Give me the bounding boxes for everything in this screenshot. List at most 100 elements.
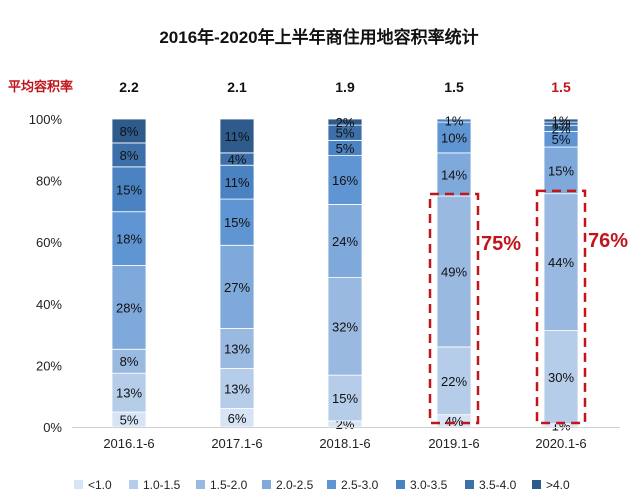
y-tick-label: 0% [43, 420, 62, 435]
legend-label: 1.0-1.5 [143, 478, 181, 492]
bar-segment [436, 195, 472, 348]
legend-swatch [129, 480, 138, 489]
data-label: 6% [228, 411, 247, 426]
bar-segment [219, 164, 255, 200]
bar-segment [111, 118, 147, 144]
bar-segment [436, 118, 472, 123]
legend-label: >4.0 [546, 478, 570, 492]
data-label: 13% [116, 386, 142, 401]
legend-label: 3.5-4.0 [479, 478, 517, 492]
y-axis: 0% 20% 40% 60% 80% 100% [29, 112, 63, 435]
data-label: 18% [116, 232, 142, 247]
data-label: 13% [224, 382, 250, 397]
data-label: 13% [224, 341, 250, 356]
data-label: 2% [336, 115, 355, 130]
data-label: 4% [445, 414, 464, 429]
data-label: 5% [120, 413, 139, 428]
data-label: 10% [441, 130, 467, 145]
x-tick-label: 2018.1-6 [319, 436, 370, 451]
y-tick-label: 80% [36, 174, 62, 189]
bar-segment [111, 211, 147, 266]
legend-swatch [327, 480, 336, 489]
data-label: 27% [224, 280, 250, 295]
y-tick-label: 60% [36, 235, 62, 250]
data-label: 24% [332, 234, 358, 249]
avg-far-values: 2.2 2.1 1.9 1.5 1.5 [119, 79, 571, 95]
bar-segment [436, 121, 472, 154]
y-tick-label: 20% [36, 358, 62, 373]
data-label: 28% [116, 300, 142, 315]
legend-label: 1.5-2.0 [210, 478, 248, 492]
bar-segment [543, 193, 579, 331]
legend-label: 2.0-2.5 [276, 478, 314, 492]
data-label: 5% [552, 132, 571, 147]
bar-segment [219, 328, 255, 369]
bar-segment [436, 152, 472, 197]
bar-segment [219, 118, 255, 154]
legend-swatch [196, 480, 205, 489]
data-label: 1% [445, 114, 464, 129]
bars: 5% 13% 8% 28% 18% 15% 8% 8% 6% 13% 13% 27% 15% 11% 4% 1… [111, 114, 579, 433]
legend-label: 3.0-3.5 [410, 478, 448, 492]
data-label: 5% [336, 126, 355, 141]
legend-swatch [262, 480, 271, 489]
data-label: 8% [120, 148, 139, 163]
data-label: 1% [552, 114, 571, 129]
data-label: 15% [116, 182, 142, 197]
highlight-label: 76% [588, 230, 628, 252]
bar-segment [327, 277, 363, 376]
bar-segment [219, 368, 255, 409]
data-label: 15% [224, 215, 250, 230]
highlight-box [428, 192, 480, 425]
data-label: 22% [441, 374, 467, 389]
x-axis: 2016.1-6 2017.1-6 2018.1-6 2019.1-6 2020.1-6 [72, 427, 620, 451]
legend-swatch [74, 480, 83, 489]
bar-segment [219, 198, 255, 246]
highlight-box [535, 189, 587, 425]
bar-segment [111, 372, 147, 413]
legend-label: 2.5-3.0 [341, 478, 379, 492]
avg-far-value: 2.2 [119, 79, 139, 95]
data-label: 15% [332, 391, 358, 406]
highlight-label: 75% [481, 233, 521, 255]
data-label: 11% [224, 175, 249, 190]
avg-far-value: 1.9 [335, 79, 355, 95]
y-tick-label: 100% [29, 112, 63, 127]
bar-segment [111, 265, 147, 350]
bar-segment [327, 203, 363, 278]
avg-far-value: 2.1 [227, 79, 247, 95]
data-label: 15% [548, 163, 574, 178]
x-tick-label: 2017.1-6 [211, 436, 262, 451]
data-label: 5% [336, 141, 355, 156]
legend-swatch [532, 480, 541, 489]
avg-far-value: 1.5 [444, 79, 464, 95]
data-label: 14% [441, 167, 467, 182]
legend: <1.0 1.0-1.5 1.5-2.0 2.0-2.5 2.5-3.0 3.0-3.5 3… [74, 478, 570, 492]
data-label: 4% [228, 152, 247, 167]
data-label: 16% [332, 173, 358, 188]
data-label: 8% [120, 124, 139, 139]
data-label: 8% [120, 354, 139, 369]
bar-segment [327, 155, 363, 205]
x-tick-label: 2020.1-6 [535, 436, 586, 451]
y-tick-label: 40% [36, 297, 62, 312]
data-label: 30% [548, 370, 574, 385]
chart-title: 2016年-2020年上半年商住用地容积率统计 [159, 27, 478, 47]
avg-far-label: 平均容积率 [8, 79, 73, 94]
data-label: 49% [441, 264, 467, 279]
bar-segment [543, 330, 579, 425]
annotations: 75% 76% [428, 189, 628, 425]
bar-segment [543, 118, 579, 123]
legend-swatch [396, 480, 405, 489]
bar-segment [327, 374, 363, 422]
data-label: 44% [548, 255, 574, 270]
x-tick-label: 2019.1-6 [428, 436, 479, 451]
bar-segment [327, 118, 363, 126]
legend-swatch [465, 480, 474, 489]
avg-far-value: 1.5 [551, 79, 571, 95]
legend-label: <1.0 [88, 478, 112, 492]
x-tick-label: 2016.1-6 [103, 436, 154, 451]
data-label: 11% [224, 129, 249, 144]
data-label: 32% [332, 319, 358, 334]
